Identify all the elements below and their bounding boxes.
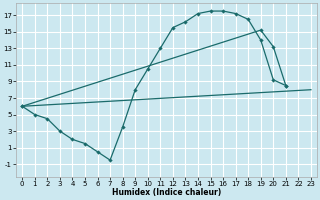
X-axis label: Humidex (Indice chaleur): Humidex (Indice chaleur) [112, 188, 221, 197]
